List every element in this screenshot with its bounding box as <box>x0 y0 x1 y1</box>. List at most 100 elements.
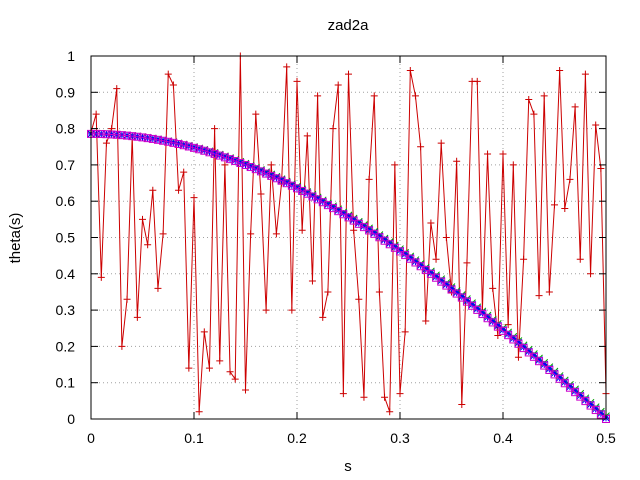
data-point-square <box>313 195 322 204</box>
data-point-square <box>571 388 580 397</box>
data-point-square <box>231 157 240 166</box>
y-tick-label: 0 <box>67 411 75 427</box>
y-tick-label: 0.1 <box>56 375 76 391</box>
series-line <box>90 133 607 417</box>
data-point-plus <box>154 284 162 292</box>
data-point-star <box>360 222 368 231</box>
data-point-star <box>596 409 605 418</box>
data-point-star <box>493 321 502 330</box>
data-point-square <box>241 160 250 169</box>
data-point-square <box>483 314 492 323</box>
data-point-star <box>457 292 466 301</box>
data-point-square <box>184 142 193 151</box>
data-point-square <box>529 352 538 361</box>
data-point-star <box>339 209 348 218</box>
data-point-square <box>220 153 229 162</box>
data-point-plus <box>139 215 146 223</box>
data-point-plus <box>540 92 548 100</box>
data-point-plus <box>118 342 126 350</box>
data-point-star <box>354 219 363 227</box>
data-point-square <box>565 383 574 392</box>
data-point-square <box>524 348 533 357</box>
data-point-plus <box>216 357 224 365</box>
data-point-star <box>401 250 410 259</box>
data-point-square <box>179 141 188 150</box>
x-axis-title: s <box>344 458 352 475</box>
data-point-star <box>468 300 476 309</box>
data-point-square <box>478 310 487 319</box>
data-point-plus <box>149 186 157 194</box>
x-tick-label: 0.2 <box>287 430 307 446</box>
y-axis-title: theta(s) <box>7 213 24 264</box>
data-point-star <box>411 257 420 266</box>
data-point-plus <box>324 288 332 296</box>
data-point-star <box>365 225 373 234</box>
data-point-plus <box>303 132 311 140</box>
data-point-star <box>437 276 446 285</box>
data-point-square <box>236 158 245 167</box>
data-point-plus <box>314 92 322 100</box>
data-point-star <box>313 194 322 203</box>
data-point-star <box>287 181 296 189</box>
data-point-plus <box>339 390 347 398</box>
data-point-plus <box>551 201 558 209</box>
data-point-square <box>504 331 513 340</box>
data-point-plus <box>113 85 121 93</box>
data-point-plus <box>556 67 564 75</box>
data-point-star <box>303 189 312 197</box>
data-point-star <box>540 360 549 369</box>
data-point-star <box>329 203 337 212</box>
data-point-square <box>560 379 569 388</box>
data-point-star <box>483 313 492 322</box>
data-point-star <box>267 171 276 180</box>
data-point-plus <box>406 67 414 75</box>
data-point-plus <box>355 295 363 303</box>
data-point-square <box>159 136 168 145</box>
data-point-star <box>272 173 281 182</box>
x-tick-label: 0.1 <box>184 430 204 446</box>
data-point-plus <box>211 125 219 133</box>
data-point-plus <box>530 110 538 118</box>
series-layer <box>87 52 610 423</box>
data-point-plus <box>401 328 409 336</box>
data-point-square <box>215 151 224 160</box>
data-point-star <box>550 369 559 378</box>
data-point-plus <box>262 306 270 314</box>
data-point-plus <box>571 103 579 111</box>
y-tick-label: 0.4 <box>56 266 76 282</box>
data-point-square <box>591 406 600 415</box>
y-tick-label: 0.3 <box>56 302 76 318</box>
series-line <box>90 55 607 412</box>
data-point-plus <box>242 386 249 394</box>
data-point-star <box>344 212 353 221</box>
series-line <box>90 133 607 419</box>
data-point-star <box>262 169 270 177</box>
data-point-plus <box>463 259 471 267</box>
data-point-star <box>318 197 327 206</box>
data-point-square <box>267 171 276 180</box>
data-point-plus <box>102 139 110 147</box>
data-point-square <box>535 357 544 366</box>
data-point-star <box>334 206 343 215</box>
data-point-plus <box>329 125 337 133</box>
data-point-plus <box>175 186 183 194</box>
data-point-plus <box>427 219 435 227</box>
data-point-plus <box>283 63 291 71</box>
data-point-plus <box>308 277 316 285</box>
data-point-square <box>596 410 605 419</box>
data-point-star <box>380 236 389 244</box>
data-point-star <box>277 176 286 184</box>
data-point-square <box>262 169 271 178</box>
data-point-square <box>318 198 327 207</box>
y-tick-label: 0.2 <box>56 338 76 354</box>
data-point-plus <box>257 190 265 198</box>
y-tick-label: 0.6 <box>56 193 76 209</box>
data-point-plus <box>288 306 296 314</box>
data-point-star <box>514 338 523 347</box>
data-point-star <box>581 396 590 404</box>
data-point-square <box>499 326 507 335</box>
data-point-plus <box>267 161 275 169</box>
data-point-plus <box>437 139 445 147</box>
data-point-square <box>174 140 183 149</box>
data-point-star <box>488 317 497 326</box>
